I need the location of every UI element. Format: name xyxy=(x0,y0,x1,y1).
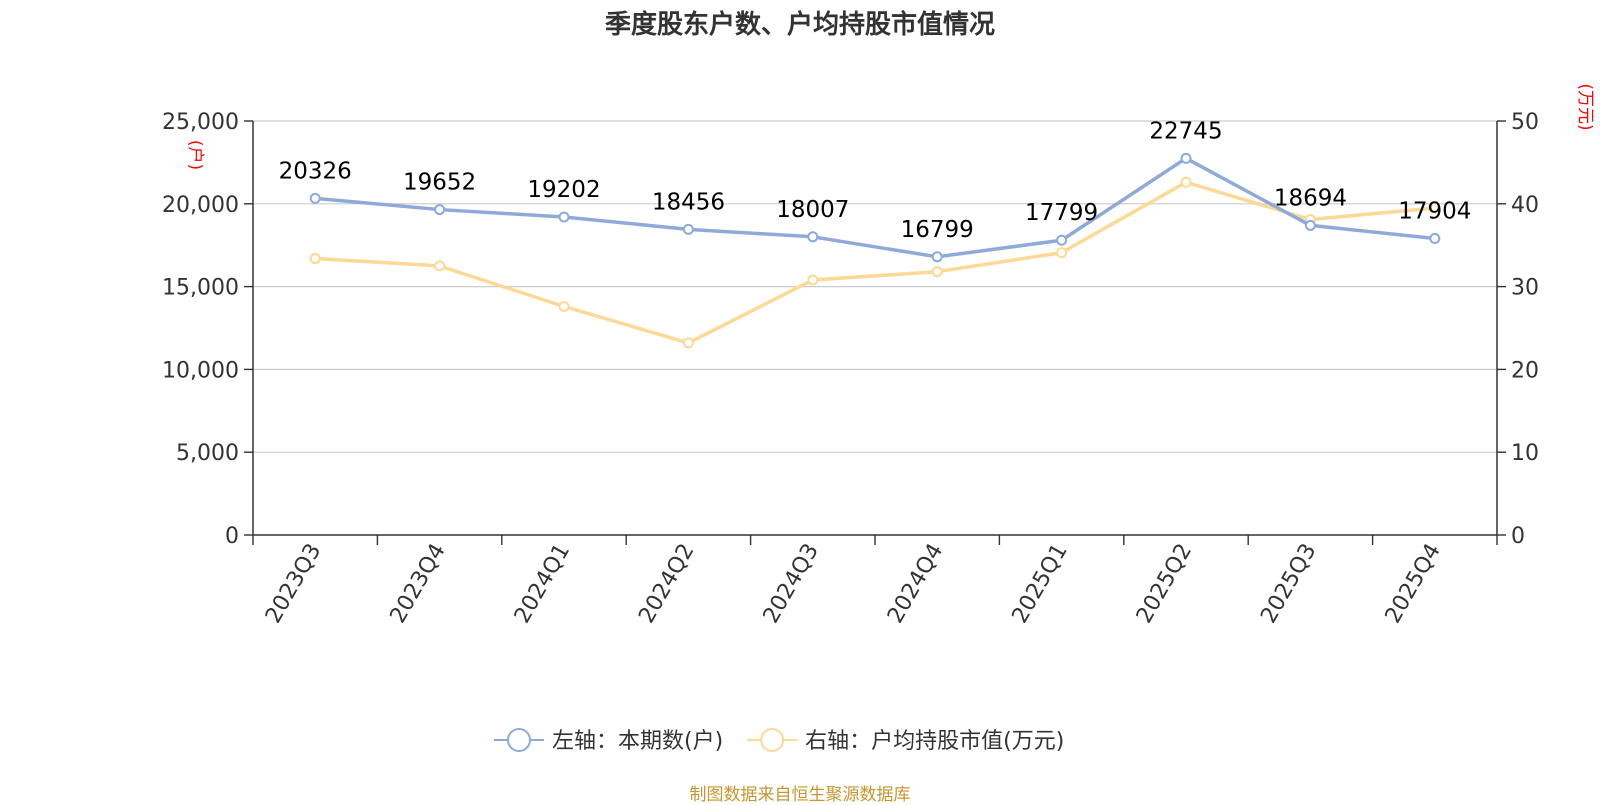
data-label: 19652 xyxy=(403,170,476,196)
data-point[interactable] xyxy=(1056,247,1068,259)
x-tick-label: 2023Q3 xyxy=(261,540,326,628)
x-tick-label: 2024Q1 xyxy=(510,540,575,628)
data-point[interactable] xyxy=(931,266,943,278)
y-left-tick-label: 0 xyxy=(225,524,239,549)
legend-item-avg-holding-value[interactable]: 右轴：户均持股市值(万元) xyxy=(747,728,1064,754)
data-label: 18007 xyxy=(776,197,849,223)
y-left-tick-label: 5,000 xyxy=(176,441,239,466)
x-tick-label: 2023Q4 xyxy=(385,540,450,628)
data-label: 19202 xyxy=(527,177,600,203)
y-right-tick-label: 20 xyxy=(1511,358,1539,383)
data-label: 18456 xyxy=(652,189,725,215)
grid-lines xyxy=(253,120,1497,453)
legend-label: 右轴：户均持股市值(万元) xyxy=(805,729,1064,754)
data-point[interactable] xyxy=(1429,202,1441,214)
x-tick-label: 2025Q2 xyxy=(1132,540,1197,628)
data-point[interactable] xyxy=(807,274,819,286)
series-shareholder-count xyxy=(309,152,1441,263)
source-note: 制图数据来自恒生聚源数据库 xyxy=(689,785,911,805)
x-tick-label: 2025Q1 xyxy=(1007,540,1072,628)
data-label: 17799 xyxy=(1025,200,1098,226)
series-line xyxy=(315,180,1435,345)
data-point[interactable] xyxy=(1429,233,1441,245)
x-tick-label: 2024Q3 xyxy=(759,540,824,628)
data-point[interactable] xyxy=(434,204,446,216)
data-point[interactable] xyxy=(1180,176,1192,188)
data-point[interactable] xyxy=(1180,152,1192,164)
data-point[interactable] xyxy=(682,223,694,235)
legend-item-shareholder-count[interactable]: 左轴：本期数(户) xyxy=(494,728,723,754)
data-label: 17904 xyxy=(1398,199,1471,225)
data-point[interactable] xyxy=(558,211,570,223)
y-left-tick-label: 25,000 xyxy=(162,110,239,135)
y-right-tick-label: 10 xyxy=(1511,441,1539,466)
legend[interactable]: 左轴：本期数(户) 右轴：户均持股市值(万元) xyxy=(494,728,1064,754)
data-label: 16799 xyxy=(901,217,974,243)
y-left-tick-label: 10,000 xyxy=(162,358,239,383)
data-label: 18694 xyxy=(1274,185,1347,211)
data-point[interactable] xyxy=(1304,219,1316,231)
y-left-unit-label: (户) xyxy=(185,140,205,170)
y-right-unit-label: (万元) xyxy=(1575,83,1595,130)
data-labels: 20326 19652 19202 18456 18007 16799 17799 22745… xyxy=(279,118,1472,242)
axes: 0 5,000 10,000 15,000 20,000 25,000 0 10 20 30 40 5… xyxy=(162,83,1595,627)
y-right-tick-label: 30 xyxy=(1511,276,1539,301)
data-point[interactable] xyxy=(1056,234,1068,246)
data-label: 20326 xyxy=(279,158,352,184)
series-layer xyxy=(309,152,1441,349)
y-left-tick-label: 15,000 xyxy=(162,276,239,301)
data-point[interactable] xyxy=(931,251,943,263)
x-tick-label: 2025Q4 xyxy=(1381,540,1446,628)
y-right-tick-label: 40 xyxy=(1511,193,1539,218)
data-point[interactable] xyxy=(309,252,321,264)
data-point[interactable] xyxy=(807,231,819,243)
x-tick-label: 2024Q4 xyxy=(883,539,948,627)
y-left-tick-label: 20,000 xyxy=(162,193,239,218)
chart-title: 季度股东户数、户均持股市值情况 xyxy=(604,10,995,40)
legend-marker xyxy=(760,728,785,752)
legend-label: 左轴：本期数(户) xyxy=(552,729,723,754)
series-line xyxy=(315,156,1435,259)
data-point[interactable] xyxy=(434,260,446,272)
y-right-tick-label: 50 xyxy=(1511,110,1539,135)
data-point[interactable] xyxy=(558,300,570,312)
data-point[interactable] xyxy=(309,192,321,204)
data-label: 22745 xyxy=(1149,118,1222,144)
data-point[interactable] xyxy=(682,337,694,349)
legend-marker xyxy=(507,728,531,752)
x-tick-label: 2025Q3 xyxy=(1256,540,1321,628)
y-right-tick-label: 0 xyxy=(1511,524,1525,549)
x-tick-label: 2024Q2 xyxy=(634,540,699,628)
